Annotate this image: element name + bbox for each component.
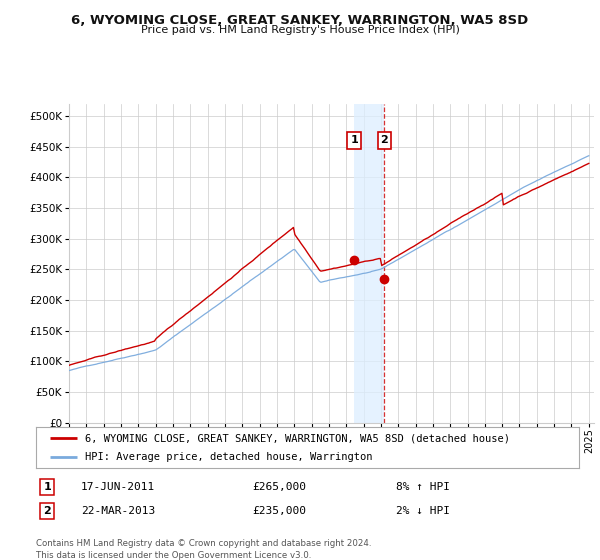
Text: 17-JUN-2011: 17-JUN-2011 xyxy=(81,482,155,492)
Bar xyxy=(354,104,385,423)
Text: 8% ↑ HPI: 8% ↑ HPI xyxy=(396,482,450,492)
Text: 2% ↓ HPI: 2% ↓ HPI xyxy=(396,506,450,516)
Text: Contains HM Land Registry data © Crown copyright and database right 2024.
This d: Contains HM Land Registry data © Crown c… xyxy=(36,539,371,560)
Text: 6, WYOMING CLOSE, GREAT SANKEY, WARRINGTON, WA5 8SD (detached house): 6, WYOMING CLOSE, GREAT SANKEY, WARRINGT… xyxy=(85,433,510,443)
Text: £265,000: £265,000 xyxy=(252,482,306,492)
Text: 6, WYOMING CLOSE, GREAT SANKEY, WARRINGTON, WA5 8SD: 6, WYOMING CLOSE, GREAT SANKEY, WARRINGT… xyxy=(71,14,529,27)
Text: 2: 2 xyxy=(43,506,51,516)
Text: 1: 1 xyxy=(43,482,51,492)
Text: HPI: Average price, detached house, Warrington: HPI: Average price, detached house, Warr… xyxy=(85,452,373,461)
Text: Price paid vs. HM Land Registry's House Price Index (HPI): Price paid vs. HM Land Registry's House … xyxy=(140,25,460,35)
Text: 2: 2 xyxy=(380,136,388,146)
Text: £235,000: £235,000 xyxy=(252,506,306,516)
Text: 22-MAR-2013: 22-MAR-2013 xyxy=(81,506,155,516)
Text: 1: 1 xyxy=(350,136,358,146)
